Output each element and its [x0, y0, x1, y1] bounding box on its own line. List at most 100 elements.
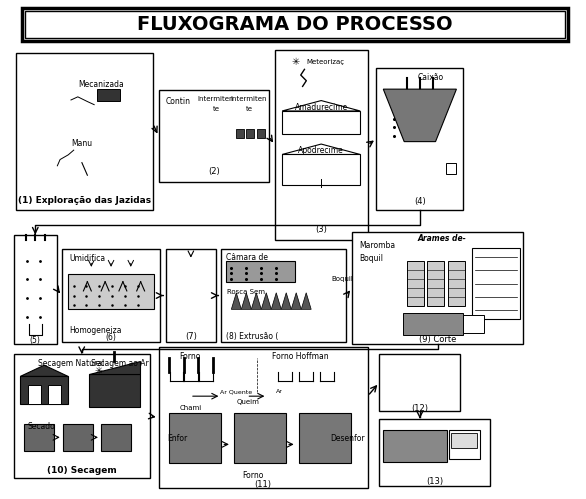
- Circle shape: [43, 452, 52, 460]
- Bar: [403, 377, 417, 384]
- Text: Boquil: Boquil: [359, 254, 383, 263]
- Circle shape: [237, 464, 247, 473]
- Bar: [303, 450, 316, 460]
- Bar: [47, 385, 61, 404]
- Bar: [510, 250, 517, 259]
- Bar: [159, 346, 367, 489]
- Ellipse shape: [183, 128, 188, 135]
- Bar: [492, 259, 499, 268]
- Circle shape: [239, 139, 244, 143]
- Ellipse shape: [307, 165, 335, 171]
- Bar: [510, 299, 517, 308]
- Bar: [385, 436, 398, 446]
- Bar: [376, 68, 464, 210]
- Bar: [403, 359, 417, 366]
- Bar: [464, 315, 484, 333]
- Ellipse shape: [312, 171, 331, 176]
- Bar: [492, 299, 499, 308]
- Ellipse shape: [313, 94, 329, 101]
- Circle shape: [176, 281, 194, 297]
- Bar: [473, 259, 481, 268]
- Text: (7): (7): [185, 331, 197, 340]
- Circle shape: [103, 452, 112, 460]
- Polygon shape: [271, 293, 281, 309]
- Circle shape: [338, 464, 347, 473]
- Bar: [257, 129, 265, 138]
- Circle shape: [81, 446, 86, 450]
- Bar: [226, 261, 295, 282]
- Bar: [236, 129, 244, 138]
- Bar: [21, 376, 68, 404]
- Bar: [234, 413, 286, 463]
- Polygon shape: [21, 365, 68, 376]
- Bar: [451, 434, 478, 448]
- Text: Amadurecime: Amadurecime: [295, 103, 348, 112]
- Bar: [448, 261, 465, 306]
- Bar: [319, 425, 333, 435]
- Bar: [483, 259, 490, 268]
- Bar: [384, 386, 398, 394]
- Bar: [403, 386, 417, 394]
- Text: Arames de-: Arames de-: [417, 235, 466, 244]
- Circle shape: [70, 399, 77, 405]
- Polygon shape: [261, 293, 271, 309]
- Circle shape: [418, 460, 437, 476]
- Bar: [415, 436, 429, 446]
- Bar: [446, 163, 456, 174]
- Text: Umidifica: Umidifica: [70, 254, 105, 263]
- Bar: [483, 272, 490, 281]
- Bar: [206, 450, 219, 460]
- Bar: [403, 368, 417, 375]
- Polygon shape: [282, 101, 360, 111]
- Bar: [421, 359, 436, 366]
- Bar: [403, 313, 464, 335]
- Circle shape: [188, 281, 206, 297]
- Circle shape: [273, 464, 282, 473]
- Bar: [400, 436, 413, 446]
- Circle shape: [390, 464, 400, 472]
- Bar: [22, 8, 568, 40]
- Text: ✳: ✳: [291, 57, 299, 67]
- Bar: [88, 374, 141, 408]
- Bar: [71, 392, 87, 401]
- Circle shape: [257, 139, 261, 143]
- Text: te: te: [213, 106, 220, 112]
- Bar: [492, 272, 499, 281]
- Circle shape: [246, 139, 251, 143]
- Circle shape: [94, 98, 103, 106]
- Bar: [319, 437, 333, 447]
- Text: Queim: Queim: [237, 399, 260, 405]
- Text: (4): (4): [414, 198, 426, 207]
- Bar: [384, 368, 398, 375]
- Bar: [319, 450, 333, 460]
- Bar: [440, 377, 455, 384]
- Ellipse shape: [307, 119, 335, 125]
- Bar: [473, 272, 481, 281]
- Bar: [303, 437, 316, 447]
- Bar: [473, 250, 481, 259]
- Circle shape: [260, 139, 265, 143]
- Bar: [238, 425, 251, 435]
- Bar: [25, 10, 565, 38]
- Text: Intermiten: Intermiten: [197, 95, 234, 102]
- Text: (3): (3): [315, 225, 327, 234]
- Text: (13): (13): [426, 478, 443, 487]
- Polygon shape: [291, 293, 301, 309]
- Text: Apodrecime: Apodrecime: [298, 146, 344, 155]
- Bar: [440, 386, 455, 394]
- Circle shape: [446, 155, 455, 162]
- Bar: [501, 272, 509, 281]
- Bar: [67, 274, 155, 309]
- Text: Manu: Manu: [71, 139, 93, 148]
- Bar: [501, 259, 509, 268]
- Bar: [483, 286, 490, 295]
- Bar: [483, 299, 490, 308]
- Bar: [335, 425, 349, 435]
- Circle shape: [81, 452, 90, 460]
- Bar: [101, 424, 131, 451]
- Bar: [169, 413, 222, 463]
- Bar: [352, 232, 523, 344]
- Bar: [384, 377, 398, 384]
- Polygon shape: [20, 240, 50, 328]
- Bar: [222, 250, 346, 341]
